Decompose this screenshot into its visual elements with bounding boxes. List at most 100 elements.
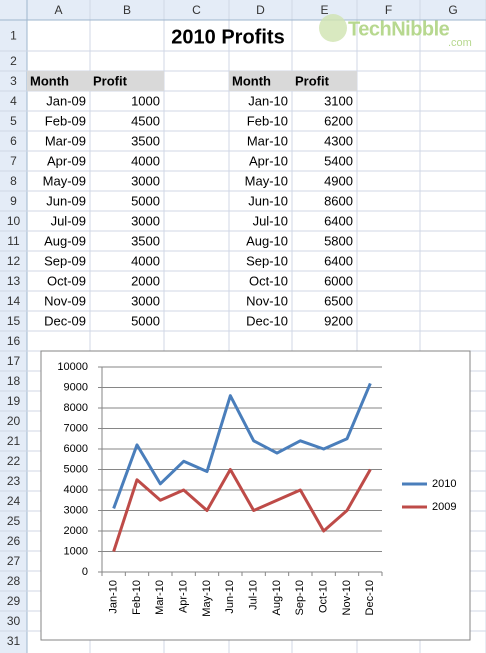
row-header[interactable]: 22	[7, 454, 21, 468]
row-header[interactable]: 10	[7, 214, 21, 228]
month-cell[interactable]: Feb-09	[45, 113, 86, 128]
profit-cell[interactable]: 4000	[131, 153, 160, 168]
month-cell[interactable]: Mar-10	[247, 133, 288, 148]
x-tick-label: Feb-10	[131, 580, 143, 615]
profit-cell[interactable]: 3000	[131, 213, 160, 228]
row-header[interactable]: 1	[10, 29, 17, 43]
profit-cell[interactable]: 2000	[131, 273, 160, 288]
profit-cell[interactable]: 3500	[131, 233, 160, 248]
row-header[interactable]: 14	[7, 294, 21, 308]
row-header[interactable]: 26	[7, 534, 21, 548]
month-cell[interactable]: Sep-10	[246, 253, 288, 268]
profit-cell[interactable]: 6400	[324, 253, 353, 268]
row-header[interactable]: 17	[7, 354, 21, 368]
table-header-fill	[229, 71, 357, 91]
legend-label: 2010	[432, 478, 456, 490]
row-header-bar	[0, 20, 27, 653]
profit-cell[interactable]: 6200	[324, 113, 353, 128]
month-cell[interactable]: Nov-10	[246, 293, 288, 308]
row-header[interactable]: 31	[7, 634, 21, 648]
month-cell[interactable]: Oct-09	[47, 273, 86, 288]
row-header[interactable]: 3	[10, 74, 17, 88]
profit-cell[interactable]: 4900	[324, 173, 353, 188]
month-cell[interactable]: Sep-09	[44, 253, 86, 268]
column-header[interactable]: A	[54, 3, 62, 17]
profit-cell[interactable]: 6500	[324, 293, 353, 308]
row-header[interactable]: 2	[10, 54, 17, 68]
month-cell[interactable]: Jul-10	[253, 213, 288, 228]
row-header[interactable]: 23	[7, 474, 21, 488]
column-header[interactable]: G	[448, 3, 457, 17]
profit-cell[interactable]: 3000	[131, 173, 160, 188]
month-cell[interactable]: Jan-09	[46, 93, 86, 108]
row-header[interactable]: 9	[10, 194, 17, 208]
month-cell[interactable]: Apr-09	[47, 153, 86, 168]
row-header[interactable]: 18	[7, 374, 21, 388]
profit-cell[interactable]: 6400	[324, 213, 353, 228]
row-header[interactable]: 19	[7, 394, 21, 408]
y-tick-label: 9000	[64, 381, 88, 393]
profit-cell[interactable]: 9200	[324, 313, 353, 328]
month-cell[interactable]: Jul-09	[51, 213, 86, 228]
month-cell[interactable]: Aug-10	[246, 233, 288, 248]
profit-cell[interactable]: 5400	[324, 153, 353, 168]
profit-cell[interactable]: 4000	[131, 253, 160, 268]
profit-cell[interactable]: 3000	[131, 293, 160, 308]
column-header[interactable]: B	[123, 3, 131, 17]
row-header[interactable]: 4	[10, 94, 17, 108]
row-header[interactable]: 30	[7, 614, 21, 628]
profit-cell[interactable]: 8600	[324, 193, 353, 208]
month-cell[interactable]: Jun-09	[46, 193, 86, 208]
month-cell[interactable]: Jan-10	[248, 93, 288, 108]
row-header[interactable]: 24	[7, 494, 21, 508]
row-header[interactable]: 13	[7, 274, 21, 288]
month-cell[interactable]: Aug-09	[44, 233, 86, 248]
month-cell[interactable]: May-09	[43, 173, 86, 188]
row-header[interactable]: 27	[7, 554, 21, 568]
month-cell[interactable]: May-10	[245, 173, 288, 188]
month-cell[interactable]: Mar-09	[45, 133, 86, 148]
month-cell[interactable]: Apr-10	[249, 153, 288, 168]
row-header[interactable]: 28	[7, 574, 21, 588]
row-header[interactable]: 16	[7, 334, 21, 348]
x-tick-label: Nov-10	[341, 580, 353, 615]
profit-cell[interactable]: 5000	[131, 313, 160, 328]
month-cell[interactable]: Dec-09	[44, 313, 86, 328]
y-tick-label: 3000	[64, 504, 88, 516]
row-header[interactable]: 21	[7, 434, 21, 448]
row-header[interactable]: 6	[10, 134, 17, 148]
row-header[interactable]: 15	[7, 314, 21, 328]
row-header[interactable]: 29	[7, 594, 21, 608]
row-header[interactable]: 20	[7, 414, 21, 428]
row-header[interactable]: 7	[10, 154, 17, 168]
x-tick-label: Oct-10	[318, 580, 330, 613]
profit-cell[interactable]: 5800	[324, 233, 353, 248]
logo-icon	[319, 14, 347, 42]
profit-cell[interactable]: 6000	[324, 273, 353, 288]
row-header[interactable]: 12	[7, 254, 21, 268]
month-cell[interactable]: Nov-09	[44, 293, 86, 308]
profit-cell[interactable]: 4300	[324, 133, 353, 148]
profit-cell[interactable]: 3500	[131, 133, 160, 148]
x-tick-label: Jun-10	[224, 580, 236, 614]
column-header[interactable]: D	[256, 3, 265, 17]
column-header[interactable]: F	[385, 3, 392, 17]
column-header[interactable]: C	[192, 3, 201, 17]
column-header[interactable]: E	[320, 3, 328, 17]
row-header[interactable]: 25	[7, 514, 21, 528]
y-tick-label: 5000	[64, 463, 88, 475]
table-header: Profit	[295, 73, 330, 88]
month-cell[interactable]: Oct-10	[249, 273, 288, 288]
row-header[interactable]: 11	[7, 234, 20, 248]
profit-cell[interactable]: 4500	[131, 113, 160, 128]
profit-cell[interactable]: 5000	[131, 193, 160, 208]
profit-cell[interactable]: 1000	[131, 93, 160, 108]
month-cell[interactable]: Jun-10	[248, 193, 288, 208]
row-header[interactable]: 8	[10, 174, 17, 188]
month-cell[interactable]: Dec-10	[246, 313, 288, 328]
y-tick-label: 2000	[64, 525, 88, 537]
month-cell[interactable]: Feb-10	[247, 113, 288, 128]
row-header[interactable]: 5	[10, 114, 17, 128]
profit-cell[interactable]: 3100	[324, 93, 353, 108]
